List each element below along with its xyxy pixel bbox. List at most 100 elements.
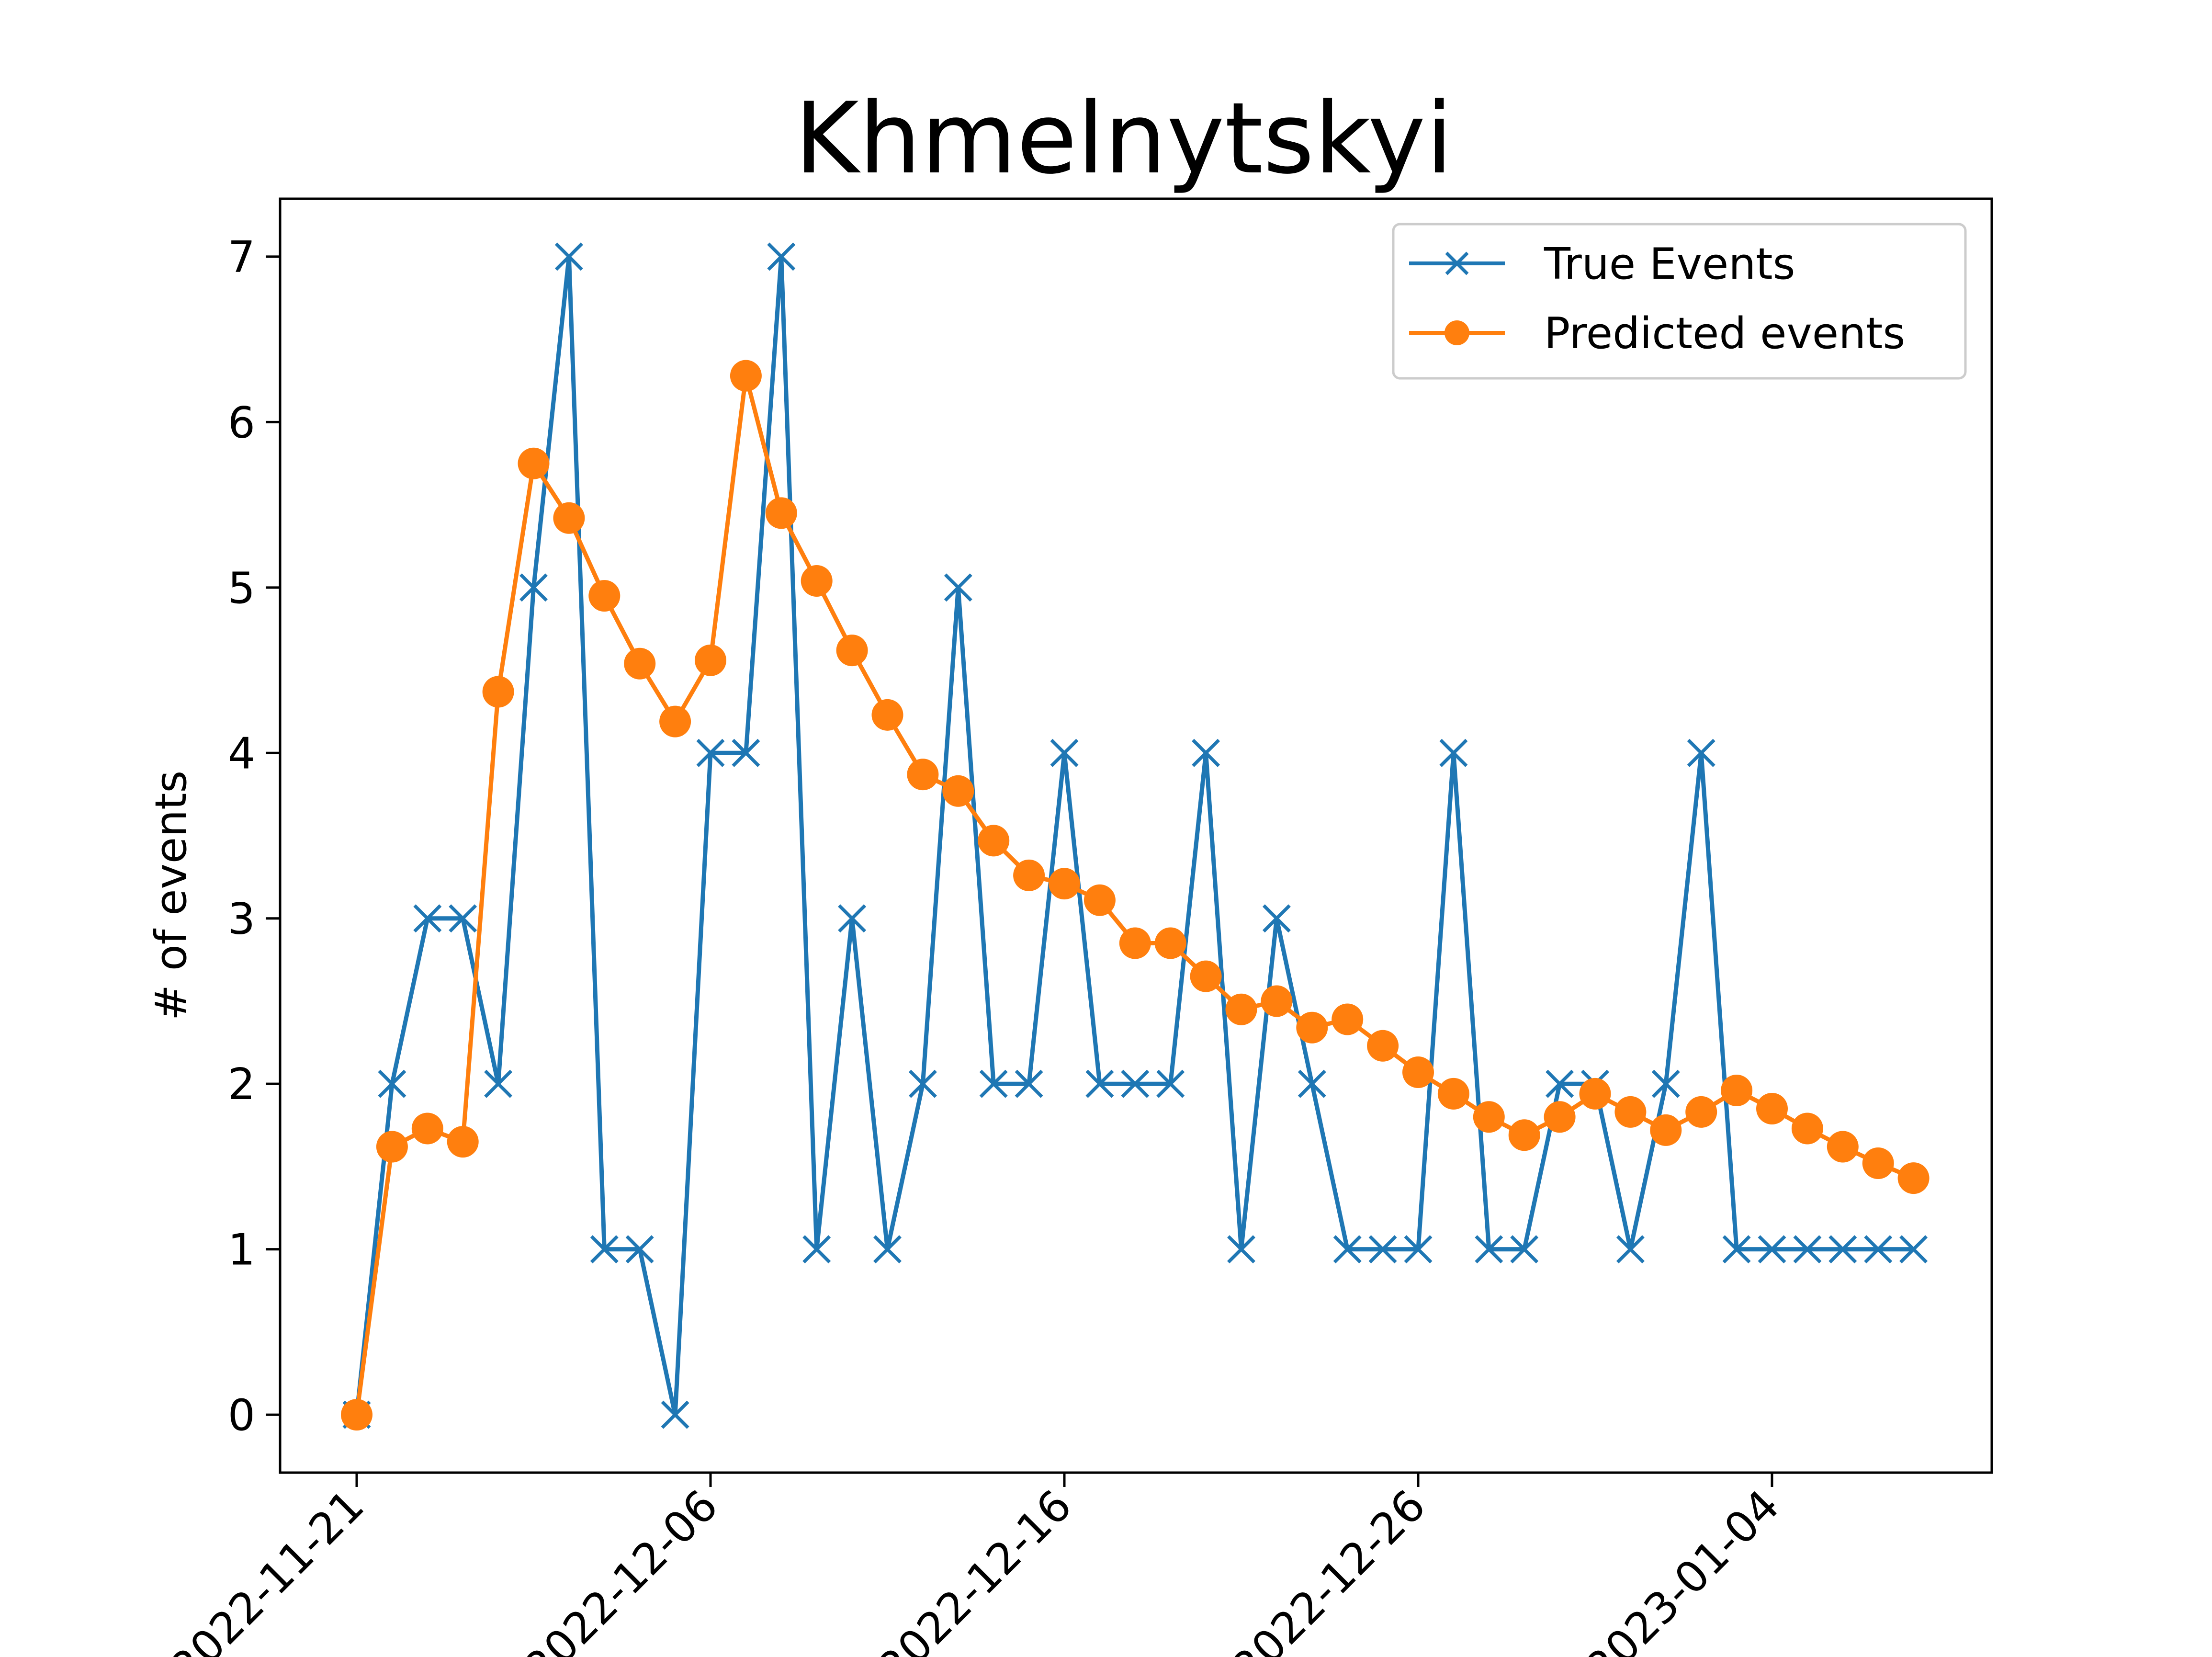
data-point-true-events xyxy=(1333,1235,1362,1264)
data-point-predicted-events xyxy=(1049,868,1080,900)
data-point-true-events xyxy=(1298,1069,1326,1098)
x-tick-label: 2022-12-16 xyxy=(869,1480,1081,1657)
plot-area xyxy=(279,197,1993,1474)
data-point-predicted-events xyxy=(518,447,550,479)
x-axis: 2022-11-21 2022-12-06 2022-12-16 2022-12-26… xyxy=(161,1473,1789,1657)
data-point-true-events xyxy=(590,1235,619,1264)
data-point-predicted-events xyxy=(411,1112,443,1145)
data-point-predicted-events xyxy=(1367,1030,1399,1062)
data-point-true-events xyxy=(732,738,760,767)
chart-title: Khmelnytskyi xyxy=(794,82,1453,196)
data-point-predicted-events xyxy=(907,759,939,791)
series-layer xyxy=(341,242,1930,1431)
data-point-true-events xyxy=(908,1069,937,1098)
data-point-predicted-events xyxy=(1862,1147,1894,1179)
y-axis-label: # of events xyxy=(146,771,196,1021)
data-point-true-events xyxy=(944,573,972,602)
data-point-true-events xyxy=(1192,738,1220,767)
data-point-predicted-events xyxy=(447,1126,479,1158)
data-point-predicted-events xyxy=(341,1399,372,1431)
data-point-predicted-events xyxy=(1508,1119,1540,1151)
data-point-predicted-events xyxy=(1897,1162,1930,1194)
data-point-true-events xyxy=(1899,1235,1928,1264)
data-point-predicted-events xyxy=(942,775,974,807)
data-point-predicted-events xyxy=(1154,927,1186,959)
data-point-true-events xyxy=(1475,1235,1503,1264)
data-point-predicted-events xyxy=(801,565,833,597)
legend-true-events-marker xyxy=(1445,251,1469,275)
data-point-true-events xyxy=(838,904,867,933)
data-point-predicted-events xyxy=(1579,1078,1611,1110)
data-point-true-events xyxy=(1085,1069,1114,1098)
x-tick-label: 2022-12-06 xyxy=(515,1480,727,1657)
data-point-true-events xyxy=(484,1069,513,1098)
data-point-predicted-events xyxy=(482,676,514,708)
data-point-predicted-events xyxy=(1473,1101,1505,1133)
y-tick-label: 7 xyxy=(228,232,255,283)
x-tick-label: 2022-11-21 xyxy=(161,1480,373,1657)
data-point-predicted-events xyxy=(978,825,1010,857)
data-point-predicted-events xyxy=(1791,1112,1823,1145)
data-point-true-events xyxy=(1616,1235,1645,1264)
data-point-true-events xyxy=(802,1235,831,1264)
data-point-predicted-events xyxy=(624,647,656,680)
data-point-predicted-events xyxy=(1721,1075,1753,1106)
x-tick-label: 2023-01-04 xyxy=(1576,1480,1789,1657)
data-point-true-events xyxy=(413,904,442,933)
data-point-true-events xyxy=(873,1235,902,1264)
data-point-true-events xyxy=(661,1400,689,1429)
data-point-true-events xyxy=(1156,1069,1185,1098)
y-tick-label: 6 xyxy=(228,397,255,448)
data-point-true-events xyxy=(1227,1235,1255,1264)
legend-predicted-events-marker xyxy=(1445,320,1469,345)
data-point-true-events xyxy=(449,904,477,933)
data-point-true-events xyxy=(1864,1235,1893,1264)
data-point-predicted-events xyxy=(1225,993,1257,1025)
y-tick-label: 4 xyxy=(228,728,255,779)
data-point-predicted-events xyxy=(376,1131,408,1163)
y-tick-label: 2 xyxy=(228,1059,255,1110)
data-point-predicted-events xyxy=(1013,859,1045,891)
data-point-true-events xyxy=(696,738,725,767)
data-point-true-events xyxy=(1404,1235,1433,1264)
data-point-predicted-events xyxy=(553,502,585,534)
data-point-true-events xyxy=(1262,904,1291,933)
data-point-predicted-events xyxy=(730,360,762,392)
data-point-true-events xyxy=(1828,1235,1857,1264)
data-point-predicted-events xyxy=(1650,1114,1682,1146)
y-tick-label: 0 xyxy=(228,1390,255,1441)
data-point-true-events xyxy=(979,1069,1008,1098)
data-point-true-events xyxy=(767,242,796,271)
data-point-predicted-events xyxy=(1119,927,1151,959)
data-point-true-events xyxy=(625,1235,654,1264)
data-point-true-events xyxy=(1793,1235,1822,1264)
data-point-predicted-events xyxy=(1402,1056,1434,1088)
data-point-true-events xyxy=(378,1069,406,1098)
data-point-predicted-events xyxy=(1827,1131,1859,1163)
data-point-true-events xyxy=(1651,1069,1680,1098)
data-point-true-events xyxy=(1758,1235,1786,1264)
data-point-predicted-events xyxy=(1083,884,1116,916)
data-point-predicted-events xyxy=(871,699,903,731)
series-line-true-events xyxy=(354,254,1914,1417)
data-point-true-events xyxy=(1546,1069,1574,1098)
data-point-predicted-events xyxy=(588,580,621,612)
data-point-predicted-events xyxy=(695,644,726,676)
data-point-predicted-events xyxy=(765,497,797,529)
data-point-predicted-events xyxy=(1261,985,1293,1017)
legend: True Events Predicted events xyxy=(1392,223,1967,380)
data-point-predicted-events xyxy=(1190,960,1222,992)
legend-true-events-label: True Events xyxy=(1544,239,1795,289)
data-point-true-events xyxy=(1368,1235,1397,1264)
data-point-predicted-events xyxy=(659,705,691,738)
y-axis: 0 1 2 3 4 5 6 7 xyxy=(228,232,280,1441)
data-point-true-events xyxy=(1510,1235,1539,1264)
data-point-true-events xyxy=(1722,1235,1751,1264)
data-point-true-events xyxy=(554,242,583,271)
y-tick-label: 1 xyxy=(228,1225,255,1275)
data-point-predicted-events xyxy=(1437,1078,1469,1110)
data-point-predicted-events xyxy=(836,635,868,667)
data-point-true-events xyxy=(1121,1069,1150,1098)
legend-predicted-events-label: Predicted events xyxy=(1544,308,1905,359)
data-point-predicted-events xyxy=(1685,1096,1717,1128)
